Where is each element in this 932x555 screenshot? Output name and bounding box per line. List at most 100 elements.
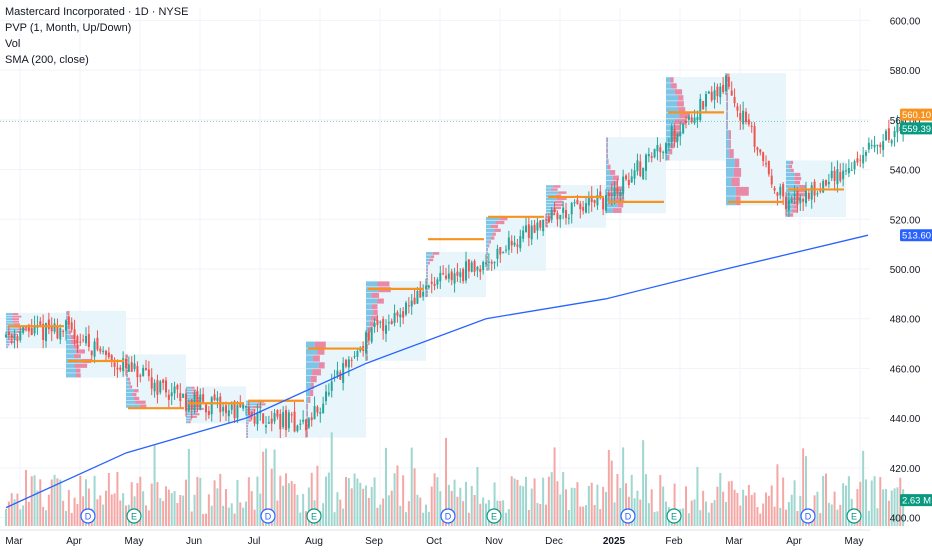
candle bbox=[96, 337, 99, 350]
profile-bar bbox=[791, 209, 797, 213]
candle bbox=[719, 86, 722, 98]
profile-bar bbox=[555, 194, 562, 197]
profile-bar bbox=[726, 168, 734, 177]
profile-bar bbox=[246, 403, 258, 406]
volume-bar bbox=[385, 447, 387, 526]
profile-bar bbox=[126, 354, 128, 358]
profile-bar bbox=[192, 389, 197, 392]
candle bbox=[490, 261, 493, 264]
indicator-pvp[interactable]: PVP (1, Month, Up/Down) bbox=[5, 22, 132, 34]
volume-bar bbox=[27, 501, 30, 526]
profile-bar bbox=[735, 196, 741, 206]
candle bbox=[459, 272, 462, 277]
profile-bar bbox=[546, 185, 554, 188]
candle bbox=[73, 329, 76, 340]
earnings-letter: E bbox=[851, 512, 857, 522]
volume-bar bbox=[453, 479, 456, 526]
volume-bar bbox=[613, 502, 616, 526]
volume-bar bbox=[519, 485, 522, 526]
volume-bar bbox=[150, 483, 153, 526]
volume-bar bbox=[867, 510, 870, 526]
volume-bar bbox=[253, 509, 256, 526]
volume-bar bbox=[753, 492, 756, 526]
profile-bar bbox=[669, 149, 673, 155]
y-tick-label: 480.00 bbox=[890, 315, 921, 326]
candle bbox=[833, 170, 836, 181]
profile-bar bbox=[373, 309, 378, 315]
chart-title[interactable]: Mastercard Incorporated · 1D · NYSE bbox=[5, 6, 189, 18]
volume-bar bbox=[862, 450, 865, 526]
profile-bar bbox=[671, 83, 677, 89]
price-label: 513.60 bbox=[900, 229, 932, 242]
profile-bar bbox=[487, 251, 488, 256]
profile-bar bbox=[8, 343, 10, 346]
profile-bar bbox=[427, 274, 428, 278]
volume-bar bbox=[445, 437, 447, 526]
chart-legend: Mastercard Incorporated · 1D · NYSE PVP … bbox=[5, 4, 188, 68]
volume-bar bbox=[639, 499, 642, 526]
profile-bar bbox=[612, 175, 619, 181]
volume-bar bbox=[225, 489, 227, 526]
volume-bar bbox=[416, 494, 419, 526]
candle bbox=[465, 261, 467, 281]
volume-bar bbox=[585, 505, 587, 526]
profile-bar bbox=[486, 248, 488, 252]
profile-bar bbox=[66, 368, 76, 373]
indicator-sma[interactable]: SMA (200, close) bbox=[5, 54, 89, 66]
candle bbox=[662, 151, 665, 153]
candle bbox=[547, 217, 550, 223]
volume-bar bbox=[682, 508, 685, 526]
candle bbox=[770, 175, 773, 185]
volume-profile-bg bbox=[426, 251, 486, 298]
candle bbox=[582, 207, 585, 211]
earnings-letter: E bbox=[671, 512, 677, 522]
profile-bar bbox=[246, 424, 247, 427]
candle bbox=[822, 180, 825, 193]
profile-bar bbox=[318, 362, 325, 369]
profile-bar bbox=[486, 267, 487, 271]
volume-bar bbox=[742, 489, 745, 526]
profile-bar bbox=[127, 377, 130, 381]
profile-bar bbox=[12, 315, 22, 318]
x-tick-label: Oct bbox=[426, 536, 442, 547]
volume-bar bbox=[816, 491, 819, 526]
profile-bar bbox=[12, 320, 20, 323]
volume-bar bbox=[659, 474, 662, 526]
volume-bar bbox=[805, 456, 807, 526]
earnings-circle bbox=[306, 508, 322, 524]
candle bbox=[59, 328, 62, 340]
volume-bar bbox=[250, 491, 253, 526]
candle bbox=[405, 302, 407, 315]
profile-bar bbox=[426, 252, 433, 255]
candle bbox=[865, 152, 867, 156]
volume-bar bbox=[559, 494, 562, 526]
volume-bar bbox=[713, 500, 716, 526]
volume-bar bbox=[396, 465, 399, 526]
volume-bar bbox=[827, 502, 830, 526]
profile-bar bbox=[606, 148, 607, 154]
profile-bar bbox=[546, 218, 549, 222]
volume-bar bbox=[173, 491, 176, 526]
indicator-volume[interactable]: Vol bbox=[5, 38, 21, 50]
candle bbox=[745, 111, 747, 123]
profile-bar bbox=[546, 206, 556, 210]
profile-bar bbox=[794, 172, 801, 177]
candle bbox=[802, 198, 805, 202]
candle bbox=[407, 305, 410, 307]
volume-bar bbox=[422, 512, 425, 526]
volume-bar bbox=[199, 477, 202, 526]
candle bbox=[673, 129, 676, 140]
profile-bar bbox=[796, 193, 807, 197]
volume-bar bbox=[125, 505, 127, 526]
candle bbox=[613, 188, 616, 197]
profile-bar bbox=[492, 232, 496, 236]
candle bbox=[876, 144, 879, 146]
profile-bar bbox=[310, 389, 314, 397]
candle bbox=[267, 422, 270, 424]
volume-bar bbox=[525, 476, 527, 526]
candle bbox=[890, 140, 893, 144]
profile-bar bbox=[607, 164, 611, 170]
profile-bar bbox=[786, 172, 795, 177]
